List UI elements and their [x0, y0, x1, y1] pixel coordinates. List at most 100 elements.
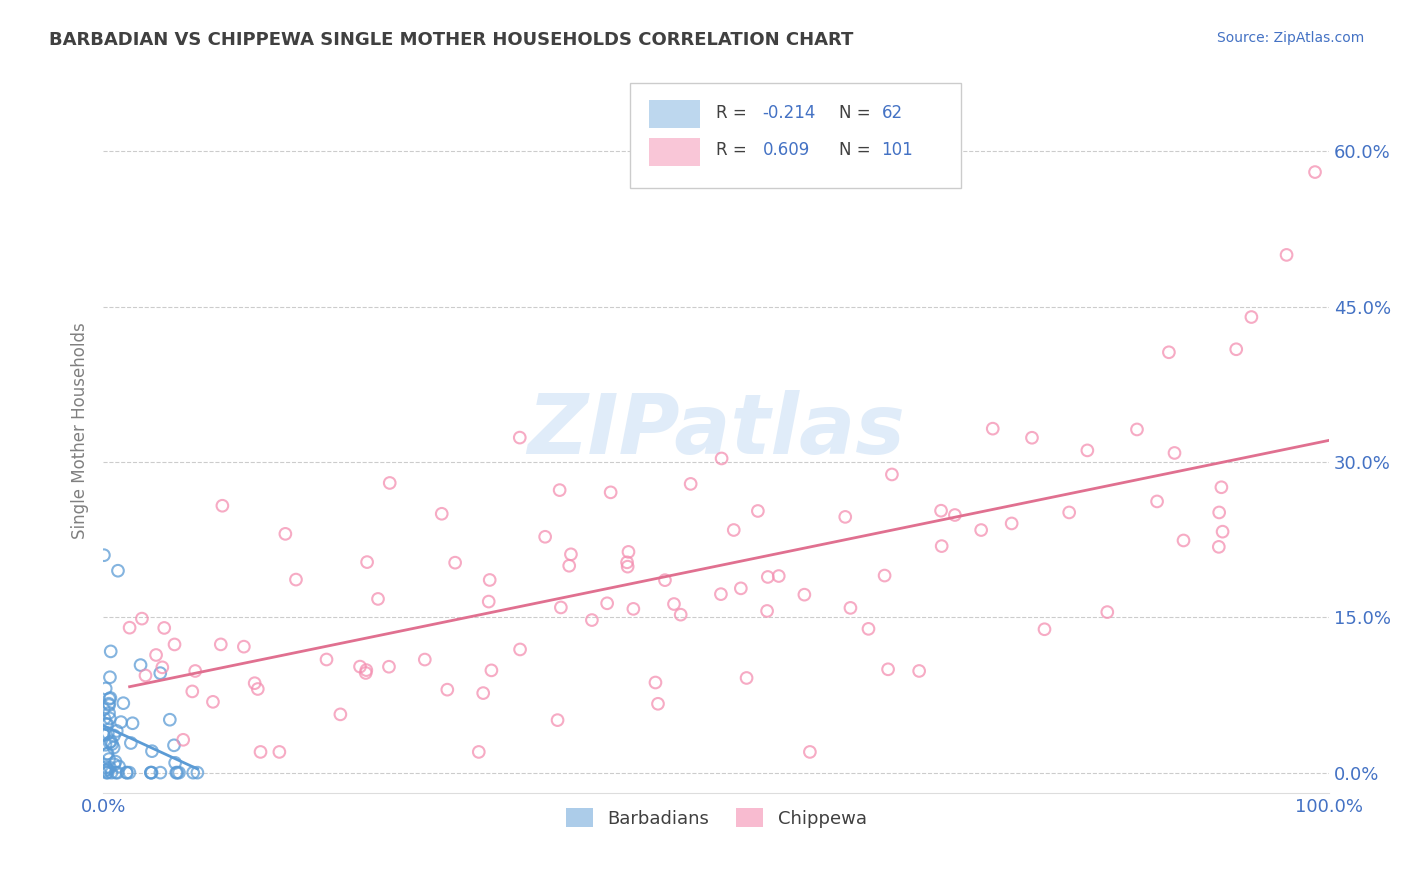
Point [710, 451, 733, 466]
Point [163, 637, 186, 651]
Point [534, 530, 557, 544]
Point [201, 695, 224, 709]
Point [1163, 446, 1185, 460]
Point [1275, 248, 1298, 262]
Point [98, 691, 121, 706]
Point [269, 745, 291, 759]
Point [94, 681, 117, 696]
Point [621, 602, 644, 616]
Point [509, 642, 531, 657]
Point [908, 664, 931, 678]
Point [354, 665, 377, 680]
Point [880, 467, 903, 482]
Point [101, 737, 124, 751]
Point [1157, 345, 1180, 359]
Point [1240, 310, 1263, 324]
Point [98, 706, 121, 720]
Point [104, 755, 127, 769]
Point [131, 612, 153, 626]
Point [378, 659, 401, 673]
Point [97, 765, 120, 780]
Text: N =: N = [838, 103, 876, 121]
Point [560, 547, 582, 561]
Point [647, 697, 669, 711]
Point [100, 644, 122, 658]
Point [97, 697, 120, 711]
Text: 0.609: 0.609 [762, 142, 810, 160]
Point [873, 568, 896, 582]
Point [211, 499, 233, 513]
Point [1001, 516, 1024, 531]
Text: -0.214: -0.214 [762, 103, 815, 121]
Point [112, 696, 135, 710]
Point [723, 523, 745, 537]
Point [96, 747, 118, 761]
Point [356, 555, 378, 569]
Text: N =: N = [838, 142, 876, 160]
Point [94, 764, 117, 778]
Point [617, 545, 640, 559]
Point [1208, 505, 1230, 519]
Point [970, 523, 993, 537]
Point [209, 637, 232, 651]
Point [478, 594, 501, 608]
Point [877, 662, 900, 676]
Point [548, 483, 571, 497]
Point [97, 747, 120, 761]
Point [97, 717, 120, 731]
Point [581, 613, 603, 627]
Point [107, 564, 129, 578]
Point [436, 682, 458, 697]
Point [735, 671, 758, 685]
Text: 62: 62 [882, 103, 903, 121]
Text: R =: R = [716, 142, 752, 160]
Point [468, 745, 491, 759]
Point [139, 765, 162, 780]
Point [93, 728, 115, 742]
Point [103, 740, 125, 755]
Point [129, 658, 152, 673]
Point [274, 526, 297, 541]
Point [141, 744, 163, 758]
Point [679, 476, 702, 491]
Point [96, 717, 118, 731]
Point [349, 659, 371, 673]
Point [108, 759, 131, 773]
Point [105, 723, 128, 738]
Point [98, 752, 121, 766]
Point [96, 763, 118, 777]
Point [1033, 622, 1056, 636]
Point [150, 660, 173, 674]
Point [793, 588, 815, 602]
Point [1021, 431, 1043, 445]
Point [430, 507, 453, 521]
Point [662, 597, 685, 611]
Point [616, 555, 638, 569]
Point [98, 761, 121, 775]
Point [98, 735, 121, 749]
Point [799, 745, 821, 759]
Point [172, 732, 194, 747]
Point [167, 765, 190, 780]
Point [669, 607, 692, 622]
FancyBboxPatch shape [630, 83, 962, 188]
Point [981, 422, 1004, 436]
Point [943, 508, 966, 522]
Point [329, 707, 352, 722]
Point [1076, 443, 1098, 458]
Point [153, 621, 176, 635]
Point [93, 548, 115, 562]
Point [747, 504, 769, 518]
Point [710, 587, 733, 601]
Point [596, 596, 619, 610]
Point [163, 739, 186, 753]
Point [93, 727, 115, 741]
Y-axis label: Single Mother Households: Single Mother Households [72, 323, 89, 540]
Text: R =: R = [716, 103, 752, 121]
Point [1146, 494, 1168, 508]
Point [730, 582, 752, 596]
Point [768, 569, 790, 583]
Point [246, 681, 269, 696]
Point [931, 539, 953, 553]
Point [1225, 343, 1247, 357]
